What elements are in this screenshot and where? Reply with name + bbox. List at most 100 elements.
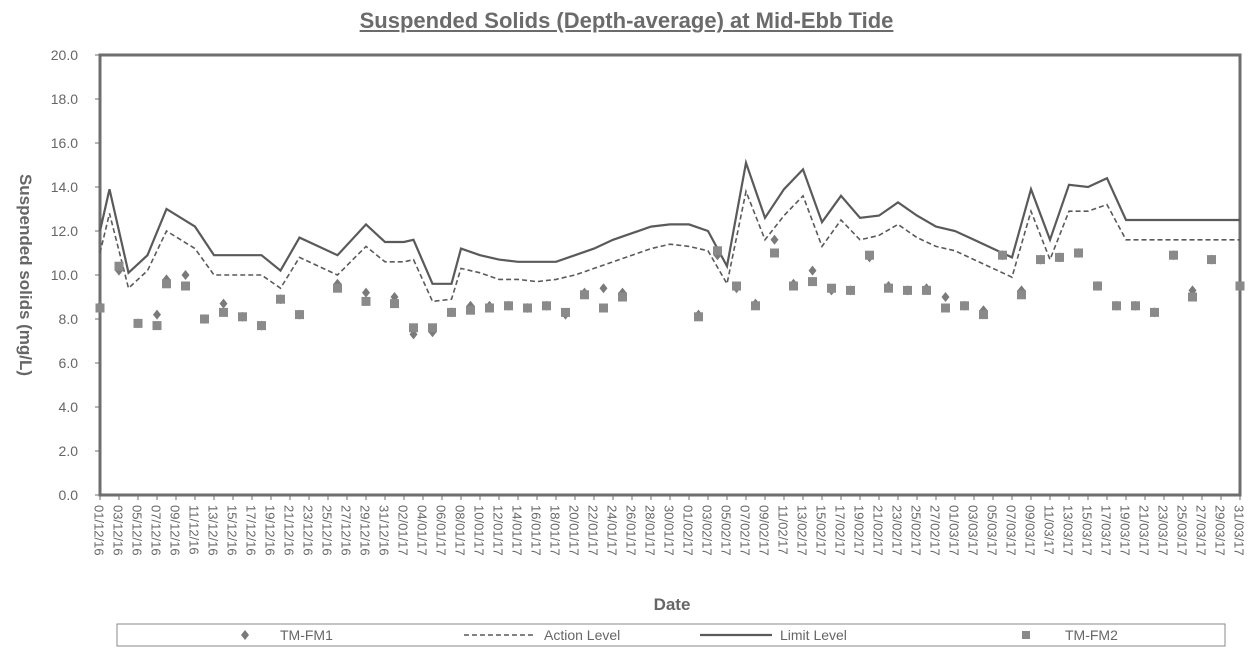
data-point-tm-fm2 [333,283,342,293]
x-tick-label: 03/03/17 [966,505,981,556]
y-tick-label: 6.0 [59,355,79,371]
x-tick-label: 18/01/17 [548,505,563,556]
x-tick-label: 27/02/17 [928,505,943,556]
x-tick-label: 07/03/17 [1004,505,1019,556]
legend-swatch-tm-fm1 [241,630,249,640]
data-point-tm-fm2 [523,303,532,313]
data-point-tm-fm2 [390,299,399,309]
data-point-tm-fm2 [1017,290,1026,300]
data-point-tm-fm2 [257,321,266,331]
x-tick-label: 17/02/17 [833,505,848,556]
x-tick-label: 12/01/17 [491,505,506,556]
legend-label: TM-FM2 [1065,627,1118,643]
plot-area-border [98,53,1242,497]
data-point-tm-fm2 [1055,252,1064,262]
data-point-tm-fm1 [362,287,370,298]
data-point-tm-fm2 [466,305,475,315]
data-point-tm-fm2 [361,296,371,306]
x-tick-label: 16/01/17 [529,505,544,556]
data-point-tm-fm2 [922,285,931,295]
x-tick-label: 29/12/16 [358,505,373,556]
x-tick-label: 11/12/16 [187,505,202,555]
y-tick-label: 8.0 [59,311,79,327]
data-point-tm-fm2 [409,323,418,333]
x-tick-label: 15/03/17 [1080,505,1095,556]
data-point-tm-fm2 [1131,301,1140,311]
data-point-tm-fm2 [808,277,817,287]
data-point-tm-fm2 [1036,255,1045,265]
x-tick-label: 27/03/17 [1194,505,1209,556]
x-tick-label: 02/01/17 [396,505,411,556]
x-tick-label: 13/03/17 [1061,505,1076,556]
data-point-tm-fm2 [713,246,722,256]
data-point-tm-fm2 [580,290,589,300]
data-point-tm-fm2 [1235,281,1245,291]
y-tick-label: 2.0 [59,443,79,459]
y-tick-label: 18.0 [51,91,78,107]
x-tick-label: 01/12/16 [92,505,107,556]
y-tick-label: 10.0 [51,267,78,283]
data-point-tm-fm2 [219,307,228,317]
data-point-tm-fm1 [153,309,161,320]
data-point-tm-fm2 [162,279,171,289]
x-tick-label: 27/12/16 [339,505,354,556]
x-tick-label: 13/12/16 [206,505,221,556]
data-point-tm-fm2 [1207,255,1216,265]
data-point-tm-fm2 [865,250,874,260]
y-tick-label: 16.0 [51,135,78,151]
data-point-tm-fm1 [941,292,950,302]
data-point-tm-fm2 [1169,250,1178,260]
data-point-tm-fm2 [789,281,798,291]
data-point-tm-fm2 [1093,281,1102,291]
x-tick-label: 06/01/17 [434,505,449,556]
data-point-tm-fm1 [181,270,190,280]
x-tick-label: 05/02/17 [719,505,734,556]
x-tick-label: 11/03/17 [1042,505,1057,555]
data-point-tm-fm2 [95,303,105,313]
data-point-tm-fm2 [181,281,190,291]
data-point-tm-fm2 [979,310,988,320]
x-tick-label: 15/12/16 [225,505,240,556]
data-point-tm-fm1 [770,234,779,245]
data-point-tm-fm2 [504,301,513,311]
x-tick-label: 25/03/17 [1175,505,1190,556]
x-tick-label: 05/12/16 [130,505,145,556]
data-point-tm-fm1 [808,265,817,276]
x-tick-label: 25/02/17 [909,505,924,556]
y-tick-label: 0.0 [59,487,79,503]
x-tick-label: 19/02/17 [852,505,867,556]
x-tick-label: 13/02/17 [795,505,810,556]
x-tick-label: 22/01/17 [586,505,601,556]
data-point-tm-fm2 [1150,307,1159,317]
data-point-tm-fm2 [751,301,760,311]
x-tick-label: 26/01/17 [624,505,639,556]
data-point-tm-fm2 [295,310,304,320]
data-point-tm-fm2 [542,301,551,311]
data-point-tm-fm2 [200,314,209,324]
x-tick-label: 08/01/17 [453,505,468,556]
x-tick-label: 19/12/16 [263,505,278,556]
data-point-tm-fm2 [998,250,1007,260]
data-point-tm-fm1 [599,283,608,294]
x-tick-label: 29/03/17 [1213,505,1228,556]
x-tick-label: 07/02/17 [738,505,753,556]
data-point-tm-fm2 [618,292,627,302]
data-point-tm-fm2 [599,303,608,313]
x-tick-label: 03/02/17 [700,505,715,556]
data-point-tm-fm2 [561,307,570,317]
x-tick-label: 14/01/17 [510,505,525,556]
data-point-tm-fm2 [960,301,969,311]
x-tick-label: 09/12/16 [168,505,183,556]
data-point-tm-fm2 [846,285,855,295]
data-point-tm-fm1 [219,298,228,309]
x-tick-label: 01/03/17 [947,505,962,556]
data-point-tm-fm2 [941,303,950,313]
data-point-tm-fm2 [428,323,437,333]
data-point-tm-fm2 [732,281,741,291]
x-tick-label: 31/03/17 [1232,505,1247,556]
x-tick-label: 19/03/17 [1118,505,1133,556]
chart-title: Suspended Solids (Depth-average) at Mid-… [359,8,894,33]
x-tick-label: 21/12/16 [282,505,297,556]
